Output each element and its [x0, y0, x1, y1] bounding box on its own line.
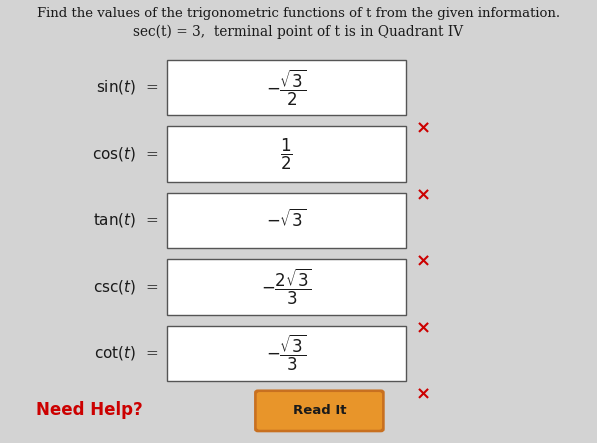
FancyBboxPatch shape [255, 390, 384, 431]
Text: Need Help?: Need Help? [36, 401, 143, 419]
Text: $\tan(t)$  =: $\tan(t)$ = [93, 211, 158, 229]
FancyBboxPatch shape [167, 193, 406, 248]
FancyBboxPatch shape [167, 60, 406, 115]
Text: $\cot(t)$  =: $\cot(t)$ = [94, 344, 158, 362]
Text: Find the values of the trigonometric functions of t from the given information.: Find the values of the trigonometric fun… [37, 7, 560, 19]
Text: $\mathbf{\times}$: $\mathbf{\times}$ [415, 120, 430, 138]
Text: $\mathbf{\times}$: $\mathbf{\times}$ [415, 186, 430, 204]
Text: $\mathbf{\times}$: $\mathbf{\times}$ [415, 253, 430, 271]
Text: $\csc(t)$  =: $\csc(t)$ = [93, 278, 158, 296]
Text: $\cos(t)$  =: $\cos(t)$ = [92, 145, 158, 163]
Text: sec(t) = 3,  terminal point of t is in Quadrant IV: sec(t) = 3, terminal point of t is in Qu… [134, 24, 463, 39]
Text: $-\dfrac{\sqrt{3}}{2}$: $-\dfrac{\sqrt{3}}{2}$ [266, 67, 307, 108]
Text: $\mathbf{\times}$: $\mathbf{\times}$ [415, 385, 430, 404]
Text: $-\dfrac{\sqrt{3}}{3}$: $-\dfrac{\sqrt{3}}{3}$ [266, 333, 307, 373]
Text: $\sin(t)$  =: $\sin(t)$ = [96, 78, 158, 97]
FancyBboxPatch shape [167, 259, 406, 315]
Text: Read It: Read It [293, 404, 346, 417]
Text: $\mathbf{\times}$: $\mathbf{\times}$ [415, 319, 430, 337]
FancyBboxPatch shape [167, 326, 406, 381]
Text: $-\dfrac{2\sqrt{3}}{3}$: $-\dfrac{2\sqrt{3}}{3}$ [261, 267, 312, 307]
FancyBboxPatch shape [167, 126, 406, 182]
FancyBboxPatch shape [257, 392, 382, 430]
Text: $\dfrac{1}{2}$: $\dfrac{1}{2}$ [280, 136, 293, 171]
Text: $-\sqrt{3}$: $-\sqrt{3}$ [266, 210, 307, 231]
